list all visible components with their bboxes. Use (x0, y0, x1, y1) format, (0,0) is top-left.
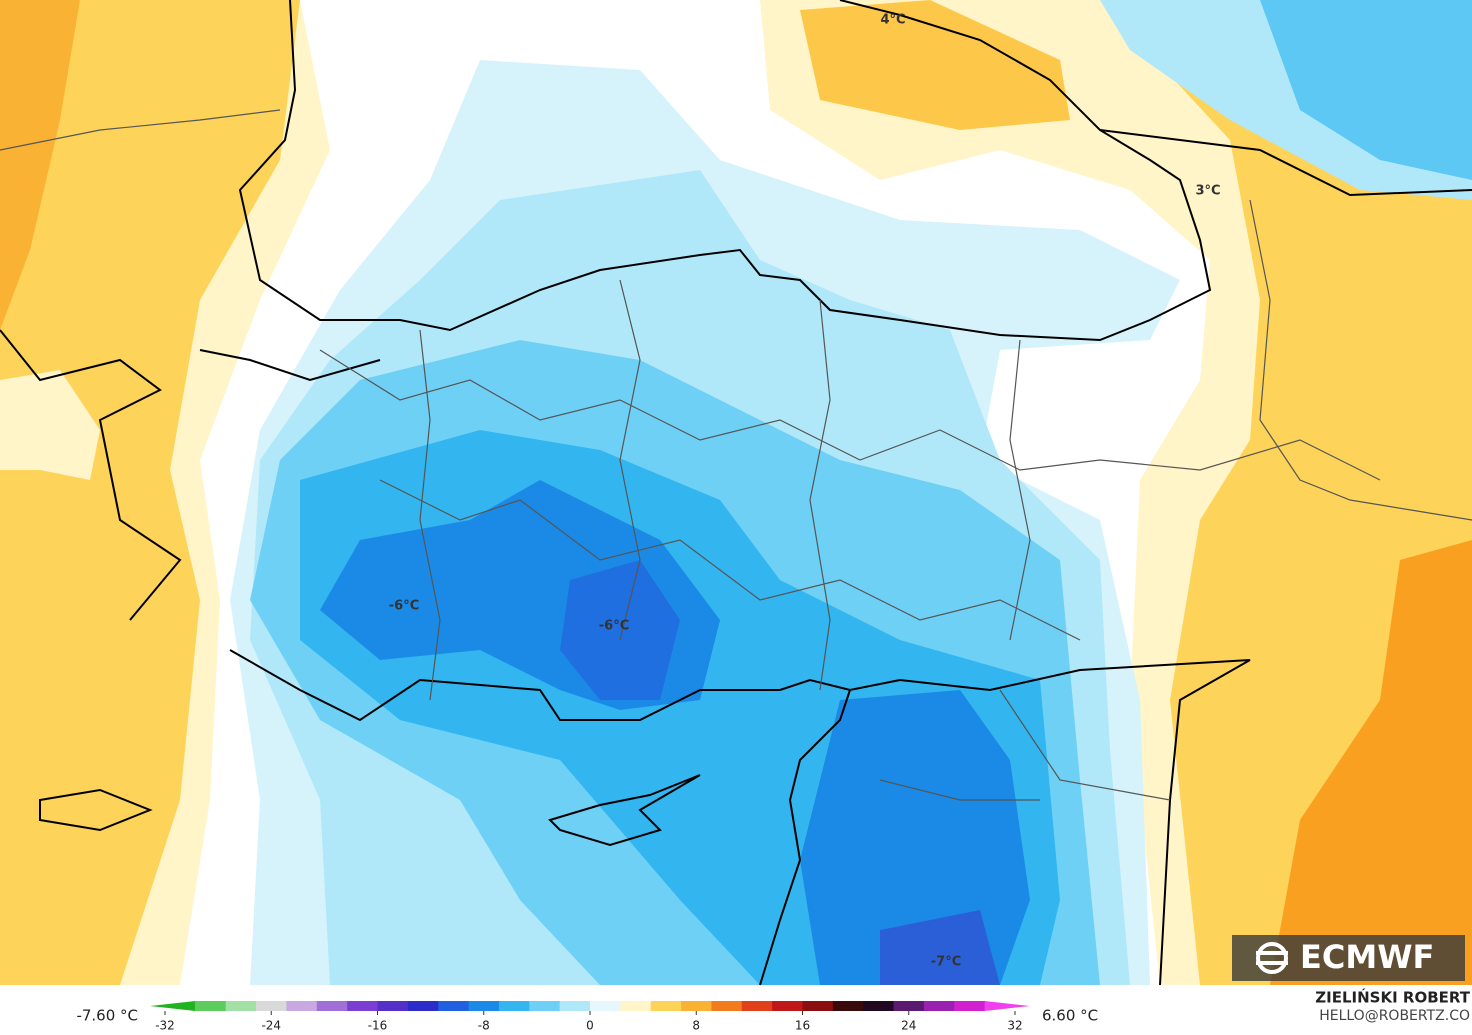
colorbar-tick-label: 0 (586, 1019, 594, 1033)
colorbar-tick-label: 32 (1007, 1019, 1022, 1033)
colorbar-segment (286, 1001, 318, 1011)
logo-icon (1256, 942, 1288, 974)
colorbar-segment (741, 1001, 773, 1011)
colorbar-segment (225, 1001, 257, 1011)
colorbar-tick-label: 8 (692, 1019, 700, 1033)
borders (0, 109, 1472, 801)
colorbar-segment (923, 1001, 955, 1011)
colorbar-segment (711, 1001, 743, 1011)
max-label: 6.60 °C (1042, 1007, 1098, 1025)
author: ZIELIŃSKI ROBERT (1315, 988, 1470, 1007)
min-label: -7.60 °C (76, 1007, 138, 1025)
map-field (0, 0, 1472, 985)
colorbar-segment (984, 1001, 1030, 1011)
temperature-label: -6°C (599, 619, 629, 634)
temperature-label: -6°C (389, 599, 419, 614)
colorbar-segment (150, 1001, 196, 1011)
colorbar-tick-label: -32 (155, 1019, 175, 1033)
contact: HELLO@ROBERTZ.CO (1319, 1008, 1470, 1024)
colorbar-segment (529, 1001, 561, 1011)
colorbar-segment (468, 1001, 500, 1011)
colorbar-segment (316, 1001, 348, 1011)
colorbar-segment (590, 1001, 621, 1011)
colorbar-segment (954, 1001, 986, 1011)
colorbar-segment (438, 1001, 470, 1011)
colorbar-tick-label: 16 (795, 1019, 810, 1033)
colorbar-segment (195, 1001, 227, 1011)
colorbar-segment (681, 1001, 712, 1011)
colorbar-segment (772, 1001, 803, 1011)
colorbar-segment (256, 1001, 287, 1011)
colorbar-tick-label: -24 (261, 1019, 281, 1033)
colorbar-segment (832, 1001, 864, 1011)
colorbar-tick-label: 24 (901, 1019, 916, 1033)
colorbar-segment (802, 1001, 834, 1011)
colorbar-segment (620, 1001, 652, 1011)
colorbar-segment (498, 1001, 530, 1011)
coastlines (0, 0, 1472, 986)
colorbar-segment (407, 1001, 439, 1011)
colorbar-segment (650, 1001, 682, 1011)
logo-text: ECMWF (1300, 938, 1434, 976)
colorbar-tick-label: -8 (478, 1019, 490, 1033)
temperature-label: 4°C (880, 13, 905, 28)
colorbar-segment (893, 1001, 925, 1011)
temperature-label: 3°C (1195, 184, 1220, 199)
colorbar-segment (559, 1001, 591, 1011)
colorbar-segment (347, 1001, 378, 1011)
colorbar-segment (863, 1001, 895, 1011)
colorbar-segment (377, 1001, 409, 1011)
colorbar-tick-label: -16 (368, 1019, 388, 1033)
temperature-label: -7°C (931, 955, 961, 970)
